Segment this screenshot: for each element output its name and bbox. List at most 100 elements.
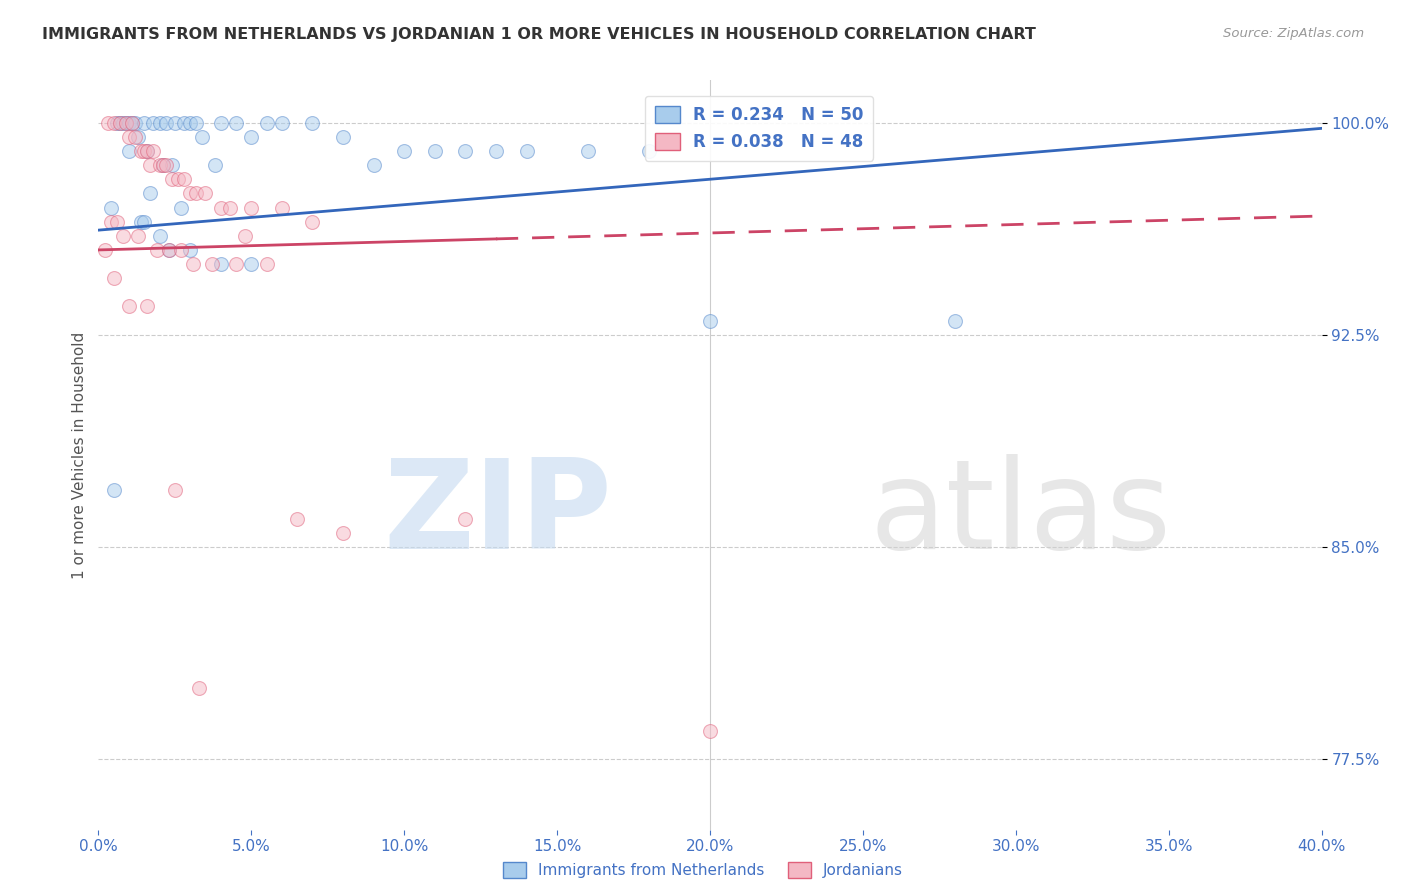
Point: [115, 116, 138, 130]
Point: [152, 158, 174, 172]
Point: [225, 116, 247, 130]
Point: [170, 243, 193, 257]
Text: ZIP: ZIP: [384, 454, 612, 575]
Point: [194, 186, 217, 201]
Point: [155, 116, 177, 130]
Point: [93, 243, 115, 257]
Point: [100, 214, 122, 228]
Point: [256, 257, 278, 271]
Point: [121, 116, 143, 130]
Point: [97, 116, 120, 130]
Point: [219, 201, 242, 215]
Point: [181, 257, 204, 271]
Legend: Immigrants from Netherlands, Jordanians: Immigrants from Netherlands, Jordanians: [498, 856, 908, 884]
Point: [142, 144, 165, 158]
Point: [233, 228, 256, 243]
Point: [149, 116, 172, 130]
Text: IMMIGRANTS FROM NETHERLANDS VS JORDANIAN 1 OR MORE VEHICLES IN HOUSEHOLD CORRELA: IMMIGRANTS FROM NETHERLANDS VS JORDANIAN…: [42, 27, 1036, 42]
Point: [129, 144, 152, 158]
Point: [145, 243, 167, 257]
Point: [173, 116, 195, 130]
Point: [240, 201, 263, 215]
Point: [209, 257, 232, 271]
Point: [423, 144, 446, 158]
Point: [188, 681, 211, 696]
Point: [163, 116, 186, 130]
Point: [240, 129, 263, 144]
Point: [209, 201, 232, 215]
Point: [285, 511, 308, 525]
Point: [127, 228, 149, 243]
Point: [191, 129, 214, 144]
Point: [699, 723, 721, 738]
Point: [149, 228, 172, 243]
Point: [118, 300, 141, 314]
Point: [485, 144, 508, 158]
Point: [225, 257, 247, 271]
Point: [105, 214, 128, 228]
Point: [139, 158, 162, 172]
Point: [204, 158, 226, 172]
Point: [127, 129, 149, 144]
Point: [124, 129, 146, 144]
Point: [157, 243, 180, 257]
Point: [576, 144, 599, 158]
Point: [392, 144, 416, 158]
Point: [134, 214, 156, 228]
Point: [637, 144, 661, 158]
Point: [167, 172, 190, 186]
Point: [139, 186, 162, 201]
Point: [118, 144, 141, 158]
Point: [142, 116, 165, 130]
Point: [129, 214, 152, 228]
Point: [105, 116, 128, 130]
Point: [136, 144, 159, 158]
Point: [103, 116, 125, 130]
Point: [363, 158, 385, 172]
Point: [270, 201, 294, 215]
Text: atlas: atlas: [869, 454, 1171, 575]
Point: [454, 511, 477, 525]
Point: [173, 172, 195, 186]
Point: [124, 116, 146, 130]
Point: [155, 158, 177, 172]
Point: [332, 129, 354, 144]
Point: [100, 201, 122, 215]
Point: [108, 116, 131, 130]
Point: [121, 116, 143, 130]
Point: [111, 116, 134, 130]
Point: [136, 300, 159, 314]
Point: [115, 116, 138, 130]
Point: [240, 257, 263, 271]
Point: [103, 271, 125, 285]
Point: [152, 158, 174, 172]
Point: [103, 483, 125, 498]
Point: [454, 144, 477, 158]
Point: [256, 116, 278, 130]
Point: [160, 172, 183, 186]
Point: [699, 313, 721, 327]
Point: [170, 201, 193, 215]
Point: [111, 228, 134, 243]
Text: Source: ZipAtlas.com: Source: ZipAtlas.com: [1223, 27, 1364, 40]
Point: [118, 129, 141, 144]
Point: [134, 116, 156, 130]
Point: [108, 116, 131, 130]
Point: [301, 214, 323, 228]
Point: [186, 116, 208, 130]
Point: [186, 186, 208, 201]
Legend: R = 0.234   N = 50, R = 0.038   N = 48: R = 0.234 N = 50, R = 0.038 N = 48: [644, 96, 873, 161]
Point: [516, 144, 538, 158]
Point: [179, 243, 201, 257]
Point: [332, 525, 354, 540]
Point: [163, 483, 186, 498]
Point: [149, 158, 172, 172]
Point: [943, 313, 966, 327]
Point: [136, 144, 159, 158]
Point: [134, 144, 156, 158]
Y-axis label: 1 or more Vehicles in Household: 1 or more Vehicles in Household: [72, 331, 87, 579]
Point: [209, 116, 232, 130]
Point: [301, 116, 323, 130]
Point: [160, 158, 183, 172]
Point: [270, 116, 294, 130]
